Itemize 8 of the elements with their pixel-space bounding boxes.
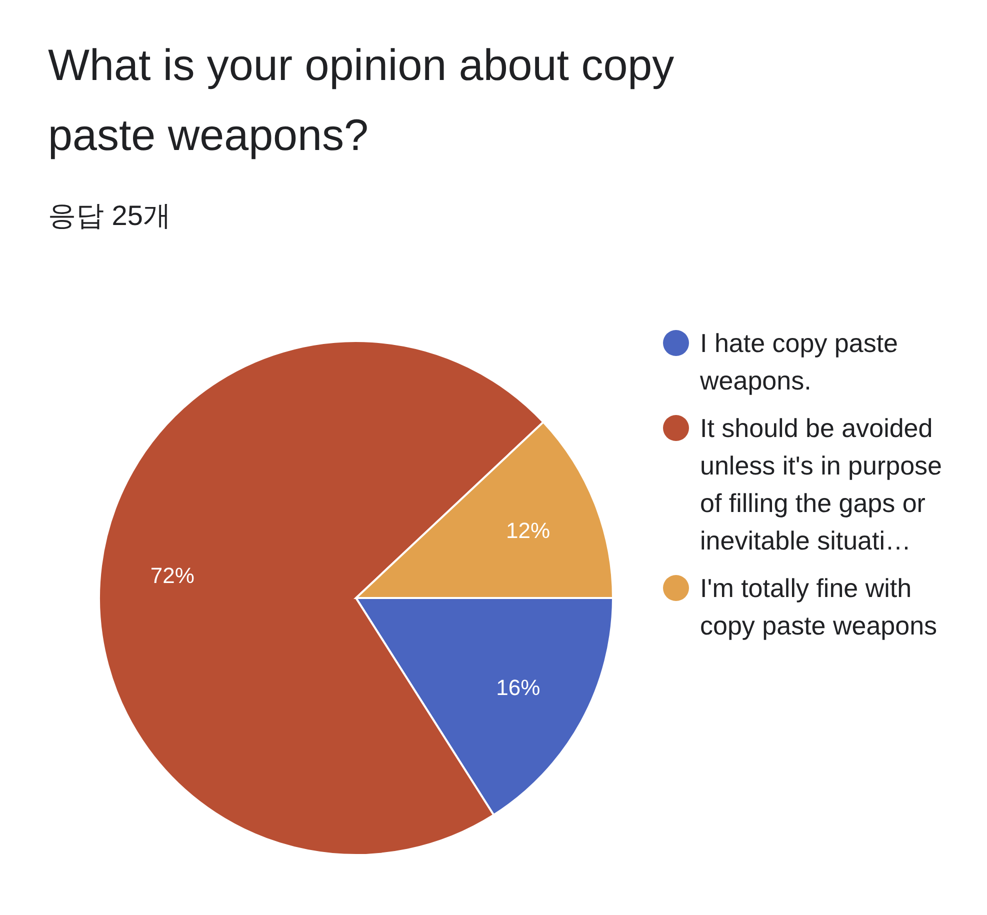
data-label: 12% xyxy=(506,518,550,543)
data-label: 72% xyxy=(150,562,194,588)
legend-label: It should be avoided unless it's in purpose of filling the gaps or inevitable situati… xyxy=(700,413,942,556)
chart-subtitle: 응답 25개 xyxy=(48,200,171,231)
data-label: 16% xyxy=(496,675,540,700)
legend-label: I'm totally fine with copy paste weapons xyxy=(700,573,938,640)
legend-label: I hate copy paste weapons. xyxy=(699,328,898,396)
chart-title: What is your opinion about copy paste weapons? xyxy=(48,41,674,160)
